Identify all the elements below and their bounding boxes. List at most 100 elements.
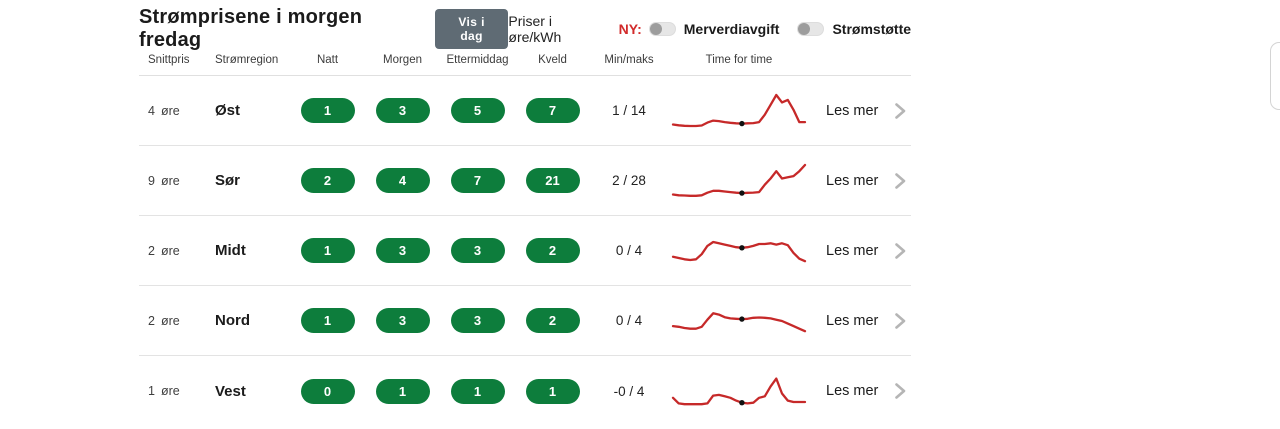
price-cell-natt: 1 <box>290 98 365 123</box>
price-badge-kveld: 21 <box>525 168 580 193</box>
mva-toggle[interactable] <box>648 21 676 36</box>
avg-price-unit: øre <box>160 243 180 258</box>
toggle-knob-icon <box>649 22 662 35</box>
avg-price-unit: øre <box>160 384 180 398</box>
toggle-knob-icon <box>798 22 811 35</box>
table-row: 1 øre Vest 0 1 1 1 -0 / 4 Les mer <box>139 356 911 426</box>
region-name: Nord <box>215 312 250 329</box>
les-mer-link[interactable]: Les mer <box>826 242 879 259</box>
price-badge-ettermiddag: 3 <box>450 308 505 333</box>
chevron-right-icon[interactable] <box>892 102 908 120</box>
price-badge-morgen: 1 <box>375 378 430 404</box>
price-badge-morgen: 3 <box>375 98 430 123</box>
chevron-right-icon[interactable] <box>892 172 908 190</box>
les-mer-cell: Les mer <box>810 102 911 120</box>
sparkline-cell <box>668 301 810 341</box>
price-badge-kveld: 2 <box>525 308 580 333</box>
new-badge: NY: <box>618 20 642 37</box>
price-cell-morgen: 3 <box>365 98 440 123</box>
price-sparkline <box>671 93 807 127</box>
electricity-price-widget: Strømprisene i morgen fredag Vis i dag P… <box>139 0 911 426</box>
table-header: Snittpris Strømregion Natt Morgen Etterm… <box>139 44 911 76</box>
price-badge-ettermiddag: 1 <box>450 378 505 404</box>
sparkline-cell <box>668 371 810 411</box>
price-sparkline <box>671 240 807 262</box>
price-cell-kveld: 2 <box>515 308 590 333</box>
region-name: Midt <box>215 242 246 259</box>
avg-price: 1 øre <box>139 384 205 398</box>
les-mer-cell: Les mer <box>810 312 911 330</box>
avg-price-unit: øre <box>160 173 180 188</box>
min-max-value: -0 / 4 <box>613 383 645 399</box>
region-name: Vest <box>215 382 246 400</box>
sparkline-cell <box>668 91 810 131</box>
table-row: 2 øre Midt 1 3 3 2 0 / 4 Les mer <box>139 216 911 286</box>
stromstotte-toggle[interactable] <box>797 21 825 36</box>
avg-price: 9 øre <box>139 174 205 188</box>
price-cell-ettermiddag: 5 <box>440 98 515 123</box>
sparkline-cell <box>668 231 810 271</box>
price-cell-ettermiddag: 3 <box>440 238 515 263</box>
chevron-right-icon[interactable] <box>892 242 908 260</box>
price-badge-morgen: 4 <box>375 168 430 193</box>
col-header-time-for-time: Time for time <box>705 53 773 66</box>
price-cell-ettermiddag: 7 <box>440 168 515 193</box>
price-sparkline <box>671 311 807 332</box>
stromstotte-toggle-label: Strømstøtte <box>832 20 912 37</box>
price-cell-morgen: 4 <box>365 168 440 193</box>
les-mer-link[interactable]: Les mer <box>826 172 879 189</box>
avg-price-value: 1 <box>148 384 155 398</box>
min-max-value: 2 / 28 <box>612 173 646 188</box>
sparkline-cell <box>668 161 810 201</box>
les-mer-link[interactable]: Les mer <box>826 383 879 399</box>
col-header-morgen: Morgen <box>383 53 422 66</box>
price-badge-ettermiddag: 3 <box>450 238 505 263</box>
page-title: Strømprisene i morgen fredag <box>139 5 363 51</box>
avg-price: 4 øre <box>139 104 205 118</box>
widget-header: Strømprisene i morgen fredag Vis i dag P… <box>139 6 911 51</box>
col-header-stromregion: Strømregion <box>215 53 279 66</box>
min-max-value: 0 / 4 <box>615 243 643 258</box>
price-cell-kveld: 21 <box>515 168 590 193</box>
price-badge-kveld: 1 <box>525 378 580 404</box>
price-badge-kveld: 7 <box>525 98 580 123</box>
price-cell-morgen: 3 <box>365 238 440 263</box>
chevron-right-icon[interactable] <box>892 382 908 400</box>
min-max-value: 1 / 14 <box>612 103 646 118</box>
chevron-right-icon[interactable] <box>892 312 908 330</box>
table-row: 4 øre Øst 1 3 5 7 1 / 14 Les mer <box>139 76 911 146</box>
show-today-button[interactable]: Vis i dag <box>434 8 509 49</box>
region-name: Øst <box>215 102 241 119</box>
avg-price-value: 9 <box>148 173 155 188</box>
avg-price-unit: øre <box>160 313 180 328</box>
avg-price-value: 2 <box>148 313 155 328</box>
price-cell-kveld: 2 <box>515 238 590 263</box>
price-sparkline <box>671 163 807 197</box>
col-header-ettermiddag: Ettermiddag <box>446 53 509 66</box>
avg-price-value: 2 <box>148 243 155 258</box>
header-controls: Priser i øre/kWh NY: Merverdiavgift Strø… <box>508 13 911 45</box>
price-cell-natt: 1 <box>290 308 365 333</box>
price-badge-natt: 1 <box>300 98 355 123</box>
region-name: Sør <box>215 172 241 189</box>
les-mer-link[interactable]: Les mer <box>826 102 879 119</box>
price-badge-natt: 0 <box>300 378 355 404</box>
price-badge-natt: 2 <box>300 168 355 193</box>
price-cell-kveld: 7 <box>515 98 590 123</box>
les-mer-cell: Les mer <box>810 242 911 260</box>
partial-side-button[interactable] <box>1270 42 1280 110</box>
table-body: 4 øre Øst 1 3 5 7 1 / 14 Les mer 9 øre Sør… <box>139 76 911 426</box>
price-badge-kveld: 2 <box>525 238 580 263</box>
price-cell-morgen: 1 <box>365 378 440 404</box>
les-mer-cell: Les mer <box>810 382 911 400</box>
price-badge-ettermiddag: 5 <box>450 98 505 123</box>
price-cell-natt: 2 <box>290 168 365 193</box>
les-mer-link[interactable]: Les mer <box>826 312 879 329</box>
avg-price: 2 øre <box>139 244 205 258</box>
table-row: 9 øre Sør 2 4 7 21 2 / 28 Les mer <box>139 146 911 216</box>
avg-price-value: 4 <box>148 103 155 118</box>
col-header-kveld: Kveld <box>538 53 567 66</box>
mva-toggle-label: Merverdiavgift <box>683 20 780 37</box>
les-mer-cell: Les mer <box>810 172 911 190</box>
price-cell-morgen: 3 <box>365 308 440 333</box>
